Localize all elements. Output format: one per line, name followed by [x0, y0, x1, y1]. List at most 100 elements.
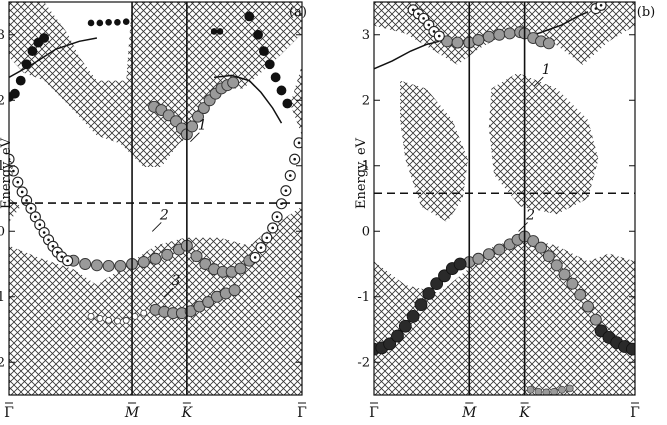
band-point-top-right	[259, 46, 269, 57]
y-tick-label: 0	[362, 224, 370, 239]
band-point-top-left	[21, 59, 32, 70]
band-point-band2-left	[398, 319, 412, 333]
band-point-band2	[482, 248, 495, 261]
band-number-label: 2	[159, 207, 169, 223]
band-point-band1	[451, 36, 464, 49]
band-point-center	[29, 207, 33, 210]
band-point-top-mid	[210, 28, 218, 35]
band-point-band1	[503, 27, 516, 40]
band-point-center	[253, 256, 257, 259]
kpoint-label: Γ	[369, 405, 379, 421]
band-point-band2	[190, 250, 203, 263]
band-point-bottom-grey	[526, 385, 535, 394]
bulk-projection-region	[9, 198, 21, 223]
band-point-top-right	[264, 59, 275, 70]
kpoint-label: Γ	[297, 405, 307, 421]
band-point-center	[284, 189, 288, 192]
band-point-center	[275, 215, 279, 219]
band-point-top-right	[282, 98, 293, 109]
band-point-band2	[102, 260, 115, 272]
band-point-band2	[550, 259, 563, 272]
y-tick-label: 2	[0, 93, 5, 108]
band-point-band2	[542, 250, 555, 263]
band-point-center	[427, 23, 431, 27]
bulk-projection-region	[400, 80, 468, 223]
plot-frame	[8, 1, 303, 396]
band-point-band3-dots	[122, 316, 130, 324]
band-point-band2-left	[414, 298, 428, 312]
band-point-band1	[472, 34, 485, 46]
band-point-top-right	[270, 72, 281, 83]
band-point-top-left	[27, 46, 38, 57]
band-point-center	[293, 157, 296, 161]
band-label-leader	[163, 287, 174, 298]
band-point-band1	[192, 110, 204, 123]
y-tick-label: 1	[362, 159, 370, 174]
band-number-label: 3	[172, 273, 181, 289]
band-point-center	[432, 30, 436, 33]
band-point-band2	[199, 258, 212, 270]
band-point-center	[51, 245, 55, 248]
band-point-top-mid	[105, 19, 112, 26]
band-point-center	[411, 8, 415, 12]
band-point-band2	[137, 256, 150, 268]
y-tick-label: -1	[0, 290, 5, 305]
band-point-top-mid	[87, 19, 95, 27]
band-point-band2	[582, 300, 594, 313]
panel-b: -2 -1 0 1 2 3 Energy, eV Γ M K Γ (b) 1 2	[354, 1, 655, 421]
band-point-center	[16, 180, 20, 184]
band-point-band2	[90, 259, 103, 272]
band-point-top-right	[244, 11, 255, 22]
band-point-band3	[228, 284, 241, 297]
band-point-band1	[482, 30, 495, 43]
band-point-band1	[227, 76, 240, 89]
band-point-band2	[574, 288, 587, 301]
kpoint-label: K	[518, 405, 531, 421]
band-point-band2	[566, 277, 579, 290]
band-point-center	[437, 34, 441, 38]
band-point-center	[34, 215, 37, 219]
y-tick-label: -1	[357, 290, 370, 305]
band-point-center	[417, 12, 420, 16]
y-axis-title: Energy, eV	[0, 137, 14, 209]
band-point-top-mid	[122, 18, 130, 25]
band-point-top-mid	[96, 19, 104, 27]
band-point-top-left	[39, 33, 50, 43]
band-point-band2-right	[625, 342, 635, 356]
band-point-band3-dots	[87, 312, 95, 320]
band-label-leader	[518, 222, 528, 232]
band-number-label: 2	[525, 207, 535, 223]
band-point-center	[288, 174, 292, 177]
band-point-band2	[527, 235, 540, 248]
band-point-center	[422, 17, 425, 20]
band-point-top-mid	[114, 19, 121, 26]
band-point-surface-left	[9, 153, 15, 165]
band-point-band3-dots	[105, 316, 113, 324]
band-point-bottom-grey	[550, 387, 558, 395]
y-tick-label: 1	[0, 159, 5, 174]
kpoint-label: M	[461, 405, 477, 421]
band-point-center	[599, 3, 603, 7]
band-point-band2-left	[406, 309, 420, 323]
kpoint-label: K	[181, 405, 194, 421]
band-point-band1	[493, 28, 506, 41]
band-point-band2	[161, 248, 174, 261]
band-point-band3	[202, 296, 215, 308]
band-point-band2	[472, 252, 485, 265]
band-label-leader	[190, 132, 200, 143]
band-curve-a-curve2	[214, 74, 283, 124]
band-point-band1	[197, 102, 210, 115]
band-point-band3-dots	[131, 312, 139, 320]
plot-area	[374, 2, 635, 395]
band-label-leader	[151, 222, 162, 232]
band-point-center	[265, 236, 269, 240]
band-point-center	[259, 246, 263, 249]
band-point-center	[38, 223, 42, 226]
band-point-bottom-grey	[565, 384, 574, 393]
y-tick-label: 3	[0, 28, 5, 43]
panel-a: -2 -1 0 1 2 3 Energy, eV Γ M K Γ (a) 1 2 3	[0, 1, 307, 421]
band-point-band1	[542, 37, 555, 50]
panel-label: (a)	[289, 5, 307, 20]
band-point-band3-dots	[114, 317, 121, 325]
